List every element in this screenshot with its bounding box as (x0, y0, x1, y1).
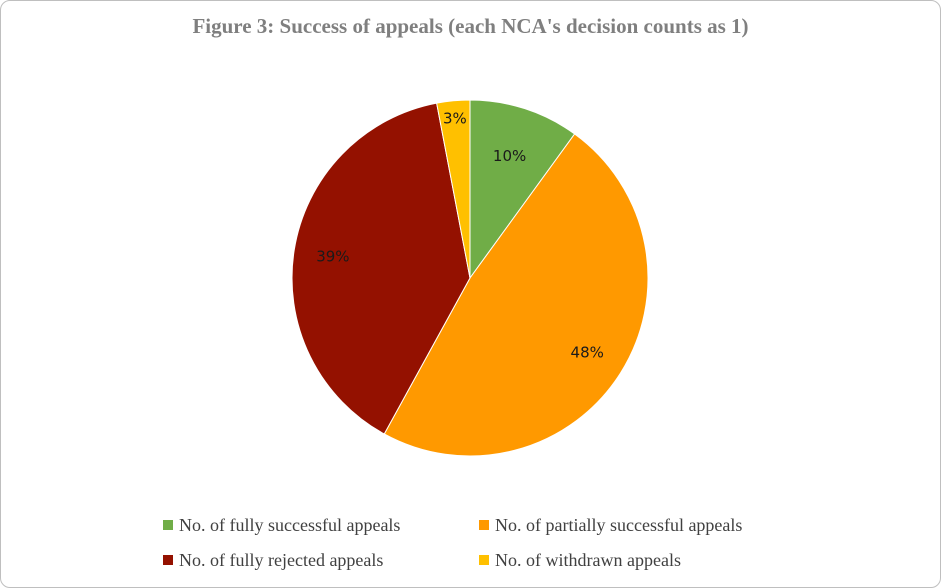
pie-slice-partially-successful (383, 133, 649, 457)
data-label-partially-successful: 48% (571, 343, 604, 361)
pie-data-labels: 10% 48% 39% 3% (316, 110, 604, 362)
legend-swatch (479, 555, 489, 565)
legend-label: No. of fully rejected appeals (179, 549, 384, 570)
legend-swatch (163, 520, 173, 530)
data-label-withdrawn: 3% (443, 110, 467, 128)
pie-slices (291, 99, 649, 457)
legend-item-withdrawn: No. of withdrawn appeals (479, 550, 681, 570)
data-label-fully-successful: 10% (493, 147, 526, 165)
legend-label: No. of fully successful appeals (179, 514, 401, 535)
legend-item-fully-rejected: No. of fully rejected appeals (163, 550, 383, 570)
legend-item-partially-successful: No. of partially successful appeals (479, 515, 742, 535)
pie-slice-fully-successful (469, 99, 576, 280)
legend-swatch (479, 520, 489, 530)
pie-slice-withdrawn (436, 99, 471, 279)
chart-title: Figure 3: Success of appeals (each NCA's… (192, 14, 749, 38)
legend-label: No. of partially successful appeals (495, 514, 743, 535)
legend-swatch (163, 555, 173, 565)
legend-item-fully-successful: No. of fully successful appeals (163, 515, 400, 535)
data-label-fully-rejected: 39% (316, 247, 349, 265)
pie-slice-fully-rejected (291, 102, 471, 435)
legend-label: No. of withdrawn appeals (495, 549, 681, 570)
